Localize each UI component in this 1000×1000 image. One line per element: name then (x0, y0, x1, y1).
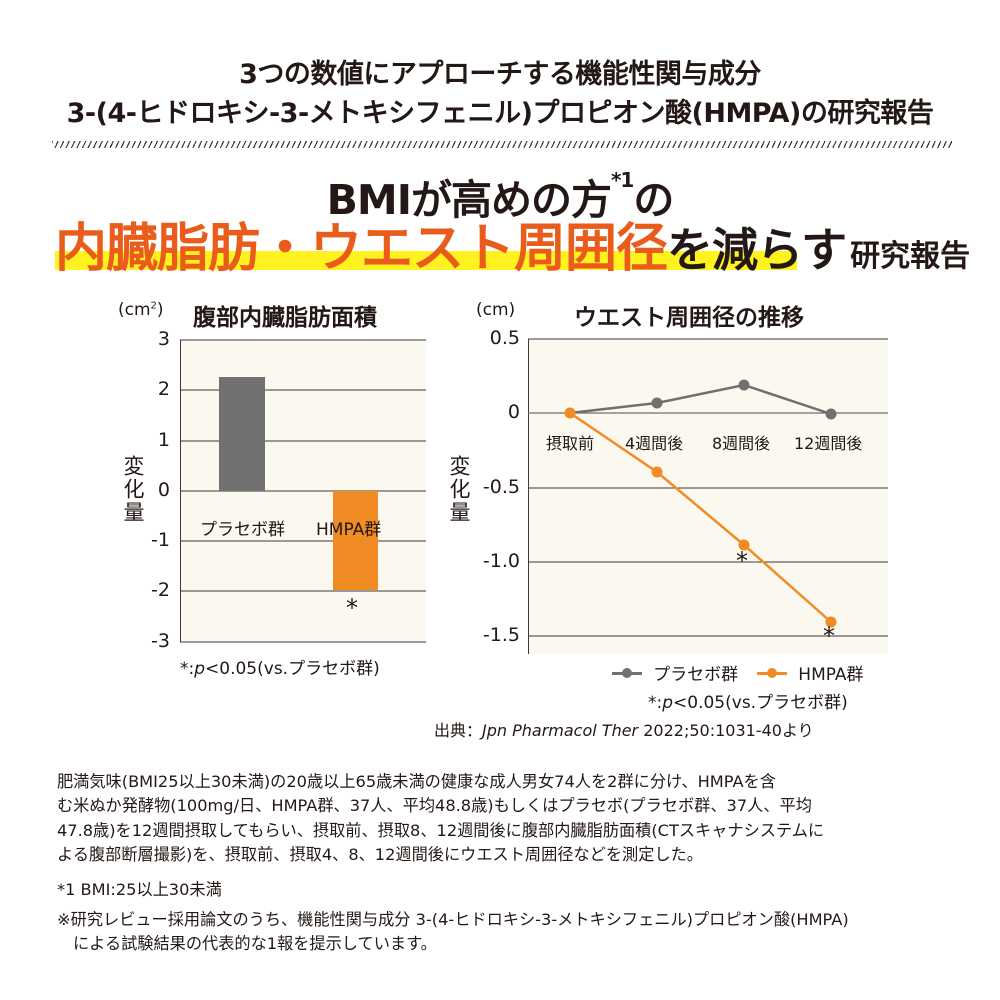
bar-category-hmpa: HMPA群 (316, 520, 382, 540)
bar-significance-mark: * (346, 594, 358, 622)
bar-y-tick: -1 (151, 529, 170, 551)
hmpa-markers (564, 407, 837, 628)
line-chart-title: ウエスト周囲径の推移 (574, 305, 804, 331)
study-description: 肥満気味(BMI25以上30未満)の20歳以上65歳未満の健康な成人男女74人を… (57, 770, 957, 868)
bar-placebo (219, 377, 265, 491)
headline-small-text: 研究報告 (850, 239, 971, 274)
gridlines (528, 338, 888, 654)
legend: プラセボ群 HMPA群 (612, 660, 864, 685)
bar-y-tick: 2 (157, 378, 170, 400)
bar-y-tick: 0 (157, 479, 170, 501)
header-line-1: 3つの数値にアプローチする機能性関与成分 (239, 59, 761, 90)
footnote-bmi: *1 BMI:25以上30未満 (57, 880, 222, 899)
plot-background (528, 339, 888, 654)
bar-chart-title: 腹部内臓脂肪面積 (193, 305, 377, 331)
line-chart-y-label: 変化量 (447, 455, 471, 524)
line-chart-footnote: *:p<0.05(vs.プラセボ群) (648, 693, 848, 713)
line-y-tick: 0 (507, 401, 520, 423)
line-significance-12w: * (823, 622, 835, 650)
description-line: 肥満気味(BMI25以上30未満)の20歳以上65歳未満の健康な成人男女74人を… (57, 772, 776, 791)
yellow-highlight-bar (55, 251, 797, 270)
headline-main: BMIが高めの方 (326, 176, 612, 224)
placebo-markers (651, 379, 837, 420)
legend-hmpa-icon (757, 663, 788, 683)
legend-placebo-label: プラセボ群 (653, 665, 739, 685)
bar-y-tick: 1 (157, 429, 170, 451)
legend-placebo-icon (612, 663, 642, 683)
footnote-research-review: ※研究レビュー採用論文のうち、機能性関与成分 3-(4-ヒドロキシ-3-メトキシ… (57, 910, 849, 929)
headline-orange-text: 内臓脂肪・ウエスト周囲径 (55, 219, 668, 279)
placebo-line (569, 383, 832, 416)
hmpa-line (569, 411, 832, 623)
line-y-tick: -0.5 (482, 476, 520, 498)
bar-chart-plot (180, 339, 426, 643)
source-citation: 出典：Jpn Pharmacol Ther 2022;50:1031-40より (434, 721, 814, 740)
line-y-tick: 0.5 (489, 327, 520, 349)
headline-line-2: 内臓脂肪・ウエスト周囲径を減らす 研究報告 (55, 206, 970, 281)
bar-y-tick: 3 (157, 328, 170, 350)
bar-hmpa (333, 491, 378, 590)
header-line-2: 3-(4-ヒドロキシ-3-メトキシフェニル)プロピオン酸(HMPA)の研究報告 (66, 98, 934, 129)
description-line: 47.8歳)を12週間摂取してもらい、摂取前、摂取8、12週間後に腹部内臓脂肪面… (57, 820, 825, 840)
x-category-1: 4週間後 (625, 434, 684, 453)
line-y-tick: -1.5 (482, 624, 520, 646)
x-category-2: 8週間後 (712, 434, 771, 453)
line-chart-unit: (cm) (476, 300, 516, 320)
bar-category-placebo: プラセボ群 (200, 520, 285, 540)
bar-chart-unit: (cm2) (118, 300, 164, 320)
line-chart-plot (528, 338, 888, 654)
line-y-tick: -1.0 (482, 550, 520, 572)
bar-y-tick: -2 (151, 579, 170, 601)
headline-line-1: BMIが高めの方*1の (0, 166, 1000, 226)
line-significance-8w: * (736, 547, 748, 575)
x-category-0: 摂取前 (546, 434, 595, 453)
bar-y-tick: -3 (151, 630, 170, 652)
description-line: よる腹部断層撮影)を、摂取前、摂取4、8、12週間後にウエスト周囲径などを測定し… (57, 845, 703, 865)
headline-tail: の (633, 176, 674, 224)
headline-black-text: を減らす (667, 223, 847, 277)
bar-chart-footnote: *:p<0.05(vs.プラセボ群) (180, 659, 380, 679)
description-line: む米ぬか発酵物(100mg/日、HMPA群、37人、平均48.8歳)もしくはプラ… (57, 796, 812, 816)
x-category-3: 12週間後 (794, 434, 863, 453)
hatched-divider (52, 141, 952, 148)
legend-hmpa-label: HMPA群 (798, 665, 864, 685)
footnote-ref: *1 (610, 168, 634, 192)
bar-chart-y-label: 変化量 (121, 455, 145, 524)
footnote-research-review-cont: による試験結果の代表的な1報を提示しています。 (73, 934, 437, 953)
